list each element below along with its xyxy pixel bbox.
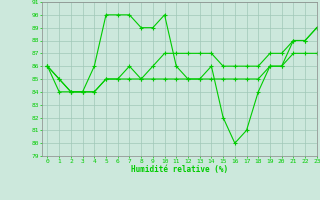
- X-axis label: Humidité relative (%): Humidité relative (%): [131, 165, 228, 174]
